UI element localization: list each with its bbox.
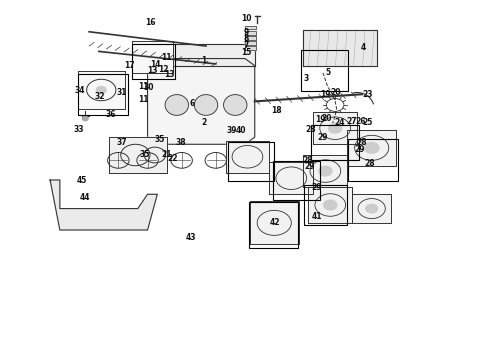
- Text: 7: 7: [244, 41, 248, 50]
- Text: 39: 39: [226, 126, 237, 135]
- Text: 43: 43: [186, 233, 196, 242]
- Text: 18: 18: [271, 106, 282, 115]
- Text: 11: 11: [161, 53, 171, 62]
- Circle shape: [366, 204, 377, 213]
- Circle shape: [97, 86, 106, 94]
- Bar: [228, 142, 274, 181]
- Bar: [109, 137, 167, 173]
- Text: 32: 32: [95, 91, 105, 100]
- Circle shape: [365, 143, 379, 153]
- Bar: [304, 185, 347, 225]
- Text: 6: 6: [190, 99, 195, 108]
- Text: 37: 37: [117, 138, 127, 147]
- Text: 19: 19: [315, 115, 326, 124]
- Text: 10: 10: [241, 14, 251, 23]
- Text: 11: 11: [138, 82, 149, 91]
- Text: 45: 45: [76, 176, 87, 185]
- Text: 34: 34: [74, 86, 85, 95]
- Circle shape: [324, 200, 337, 210]
- Text: 20: 20: [321, 114, 332, 123]
- Text: 28: 28: [364, 159, 374, 168]
- Bar: [132, 41, 173, 73]
- Text: 12: 12: [158, 66, 169, 75]
- Text: 13: 13: [147, 66, 158, 75]
- Text: 41: 41: [312, 212, 322, 221]
- Text: 30: 30: [143, 83, 154, 92]
- Bar: [245, 26, 256, 29]
- Text: 9: 9: [244, 28, 248, 37]
- Bar: [311, 125, 359, 160]
- Polygon shape: [50, 180, 157, 230]
- Bar: [352, 194, 391, 223]
- Text: 29: 29: [354, 145, 365, 154]
- Bar: [270, 162, 313, 194]
- Bar: [245, 31, 256, 35]
- Text: 11: 11: [138, 95, 149, 104]
- Bar: [132, 44, 175, 79]
- Text: 28: 28: [357, 138, 367, 147]
- Text: 3: 3: [303, 74, 309, 83]
- Text: 13: 13: [164, 70, 175, 79]
- Text: 26: 26: [356, 117, 366, 126]
- Text: 14: 14: [150, 60, 161, 69]
- Bar: [347, 130, 396, 166]
- Bar: [308, 187, 352, 223]
- Bar: [313, 112, 357, 144]
- Text: 21: 21: [162, 150, 172, 159]
- Bar: [300, 50, 348, 91]
- Bar: [250, 202, 298, 244]
- Text: 40: 40: [236, 126, 246, 135]
- Text: 15: 15: [241, 48, 251, 57]
- Text: 38: 38: [175, 138, 186, 147]
- Text: 31: 31: [117, 88, 127, 97]
- Text: 24: 24: [335, 118, 345, 127]
- Text: 25: 25: [363, 118, 373, 127]
- Circle shape: [319, 166, 332, 176]
- Bar: [245, 46, 256, 50]
- Text: 17: 17: [124, 61, 134, 70]
- Bar: [273, 161, 319, 200]
- Bar: [78, 74, 128, 115]
- Text: 23: 23: [363, 90, 373, 99]
- Text: 19: 19: [320, 90, 331, 99]
- Bar: [249, 202, 297, 248]
- Text: 16: 16: [145, 18, 155, 27]
- Text: 28: 28: [305, 126, 316, 135]
- Ellipse shape: [223, 95, 247, 115]
- Ellipse shape: [165, 95, 189, 115]
- Polygon shape: [147, 59, 255, 144]
- Text: 27: 27: [346, 117, 357, 126]
- Text: 44: 44: [80, 193, 91, 202]
- Text: 42: 42: [270, 219, 280, 228]
- Text: 29: 29: [304, 162, 315, 171]
- Text: 5: 5: [325, 68, 330, 77]
- Text: 1: 1: [201, 56, 206, 65]
- Bar: [78, 71, 124, 109]
- Bar: [245, 41, 256, 45]
- Circle shape: [82, 116, 88, 121]
- Text: 33: 33: [73, 126, 84, 135]
- Text: 8: 8: [244, 35, 248, 44]
- Text: 29: 29: [312, 183, 322, 192]
- Text: 20: 20: [330, 88, 341, 97]
- Bar: [303, 155, 347, 187]
- Text: 29: 29: [318, 132, 328, 141]
- Text: 36: 36: [106, 111, 116, 120]
- Bar: [348, 139, 398, 181]
- Text: 4: 4: [360, 43, 366, 52]
- Bar: [303, 30, 376, 66]
- Text: 28: 28: [302, 156, 313, 165]
- Ellipse shape: [195, 95, 218, 115]
- Bar: [245, 36, 256, 40]
- Text: 22: 22: [168, 154, 178, 163]
- Text: 35: 35: [140, 150, 150, 159]
- Bar: [225, 141, 270, 173]
- Circle shape: [329, 123, 342, 133]
- Text: 35: 35: [154, 135, 165, 144]
- Bar: [147, 44, 255, 66]
- Text: 2: 2: [201, 118, 206, 127]
